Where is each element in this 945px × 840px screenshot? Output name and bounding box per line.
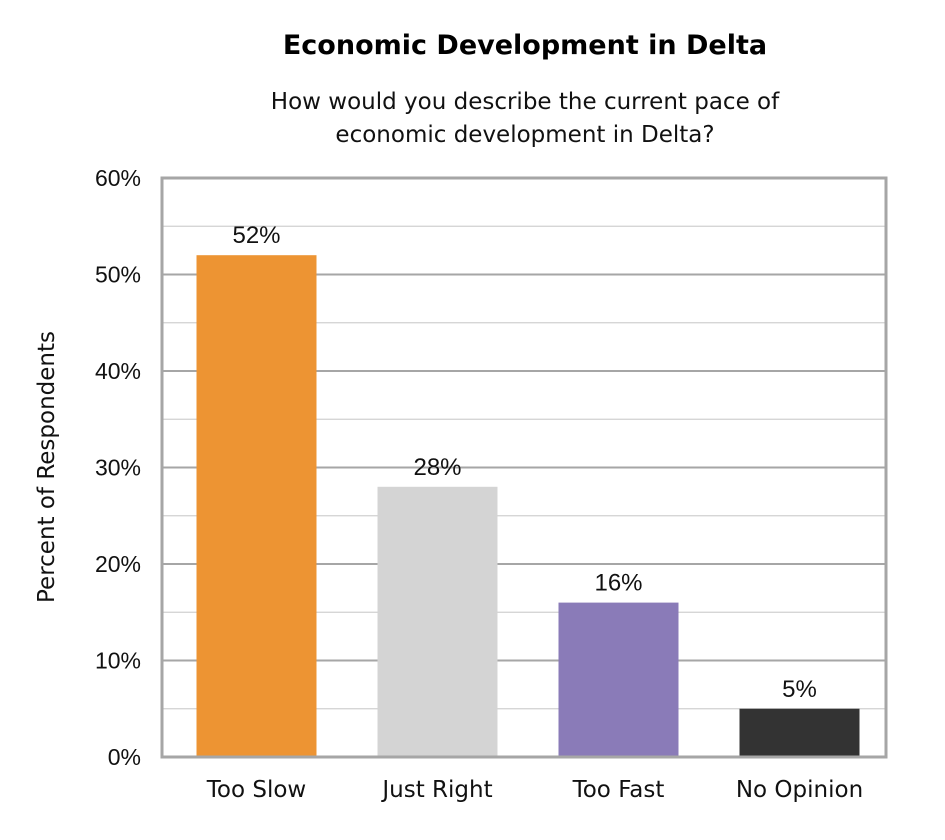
chart-subtitle: How would you describe the current pace … xyxy=(160,86,890,152)
y-axis-title: Percent of Respondents xyxy=(34,331,60,603)
y-tick-label: 60% xyxy=(95,165,141,191)
bar-just-right xyxy=(377,486,498,756)
y-tick-label: 20% xyxy=(95,551,141,577)
bars xyxy=(196,255,860,756)
x-category-label: Just Right xyxy=(380,777,492,803)
subtitle-line-2: economic development in Delta? xyxy=(335,122,715,148)
subtitle-line-1: How would you describe the current pace … xyxy=(270,89,780,115)
x-category-label: Too Fast xyxy=(572,777,665,803)
bar-too-fast xyxy=(558,602,679,756)
y-tick-label: 0% xyxy=(108,744,141,770)
bar-too-slow xyxy=(196,255,317,756)
data-label: 52% xyxy=(232,222,280,249)
plot-frame xyxy=(160,176,888,759)
x-category-label: No Opinion xyxy=(736,777,863,803)
y-tick-label: 40% xyxy=(95,358,141,384)
y-tick-label: 10% xyxy=(95,648,141,674)
y-axis-ticks: 0% 10% 20% 30% 40% 50% 60% xyxy=(95,165,141,770)
y-tick-label: 50% xyxy=(95,262,141,288)
data-labels: 52% 28% 16% 5% xyxy=(232,222,816,703)
bar-no-opinion xyxy=(739,708,860,756)
x-category-label: Too Slow xyxy=(206,777,306,803)
data-label: 16% xyxy=(594,570,642,597)
data-label: 5% xyxy=(782,676,817,703)
data-label: 28% xyxy=(413,454,461,481)
y-tick-label: 30% xyxy=(95,455,141,481)
x-axis-labels: Too Slow Just Right Too Fast No Opinion xyxy=(206,777,863,803)
chart-title: Economic Development in Delta xyxy=(282,30,768,61)
